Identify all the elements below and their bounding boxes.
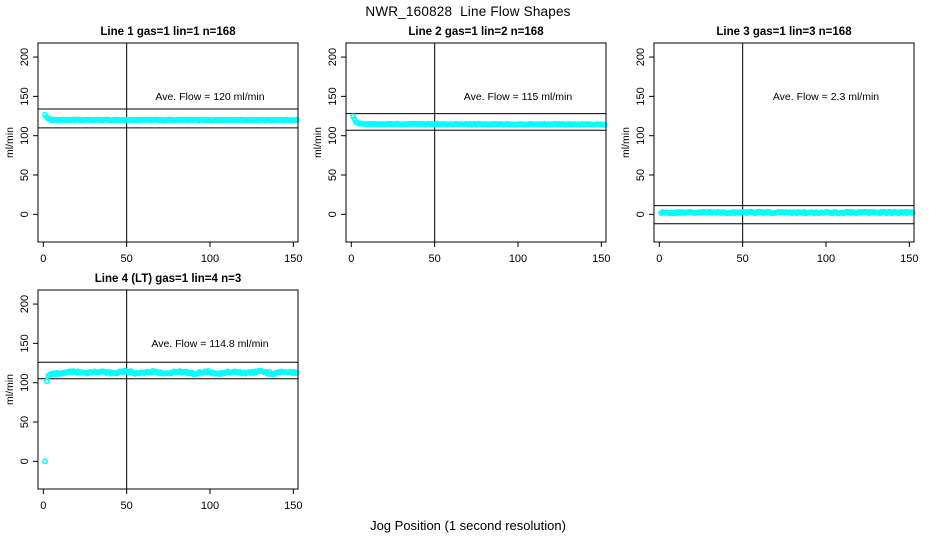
data-series (350, 113, 608, 128)
data-point (909, 209, 916, 216)
subplot-title: Line 1 gas=1 lin=1 n=168 (100, 26, 236, 38)
subplot-title: Line 4 (LT) gas=1 lin=4 n=3 (95, 273, 241, 285)
x-tick-label: 0 (656, 253, 662, 265)
y-tick-label: 0 (19, 458, 31, 464)
data-point (293, 116, 300, 123)
y-tick-label: 150 (635, 87, 647, 105)
y-tick-label: 50 (19, 416, 31, 428)
y-tick-label: 200 (19, 48, 31, 66)
y-tick-label: 200 (635, 48, 647, 66)
x-tick-label: 50 (121, 253, 133, 265)
figure-title: NWR_160828 Line Flow Shapes (365, 4, 571, 19)
data-series (42, 367, 300, 465)
x-tick-label: 0 (40, 500, 46, 512)
y-axis-label: ml/min (312, 127, 324, 158)
y-axis-label: ml/min (620, 127, 632, 158)
subplot-title: Line 3 gas=1 lin=3 n=168 (716, 26, 852, 38)
x-tick-label: 100 (509, 253, 527, 265)
subplot-box (37, 289, 299, 490)
y-tick-label: 100 (19, 374, 31, 392)
y-tick-label: 150 (19, 334, 31, 352)
y-tick-label: 50 (635, 169, 647, 181)
y-tick-label: 0 (327, 211, 339, 217)
ave-flow-annotation: Ave. Flow = 114.8 ml/min (151, 338, 268, 350)
y-tick-label: 150 (327, 87, 339, 105)
y-tick-label: 100 (327, 127, 339, 145)
y-axis-label: ml/min (4, 374, 16, 405)
subplot-title: Line 2 gas=1 lin=2 n=168 (408, 26, 544, 38)
data-point (293, 369, 300, 376)
x-tick-label: 150 (284, 253, 302, 265)
subplot-box (37, 42, 299, 243)
data-point (601, 121, 608, 128)
data-series (658, 208, 916, 217)
x-tick-label: 150 (284, 500, 302, 512)
x-tick-label: 100 (201, 253, 219, 265)
data-point (43, 378, 50, 385)
y-tick-label: 200 (19, 295, 31, 313)
y-tick-label: 100 (19, 127, 31, 145)
subplot-box (653, 42, 915, 243)
y-tick-label: 50 (19, 169, 31, 181)
y-axis-label: ml/min (4, 127, 16, 158)
y-tick-label: 50 (327, 169, 339, 181)
ave-flow-annotation: Ave. Flow = 115 ml/min (464, 91, 573, 103)
y-tick-label: 150 (19, 87, 31, 105)
x-tick-label: 0 (348, 253, 354, 265)
x-tick-label: 100 (817, 253, 835, 265)
subplot-box (345, 42, 607, 243)
y-tick-label: 0 (19, 211, 31, 217)
x-axis-global-label: Jog Position (1 second resolution) (370, 518, 566, 533)
x-tick-label: 150 (900, 253, 918, 265)
x-tick-label: 150 (592, 253, 610, 265)
x-tick-label: 50 (429, 253, 441, 265)
x-tick-label: 0 (40, 253, 46, 265)
x-tick-label: 50 (121, 500, 133, 512)
data-series (42, 111, 300, 124)
ave-flow-annotation: Ave. Flow = 120 ml/min (155, 91, 264, 103)
y-tick-label: 0 (635, 211, 647, 217)
ave-flow-annotation: Ave. Flow = 2.3 ml/min (773, 91, 879, 103)
data-point (42, 458, 48, 465)
x-tick-label: 100 (201, 500, 219, 512)
x-tick-label: 50 (737, 253, 749, 265)
y-tick-label: 100 (635, 127, 647, 145)
y-tick-label: 200 (327, 48, 339, 66)
